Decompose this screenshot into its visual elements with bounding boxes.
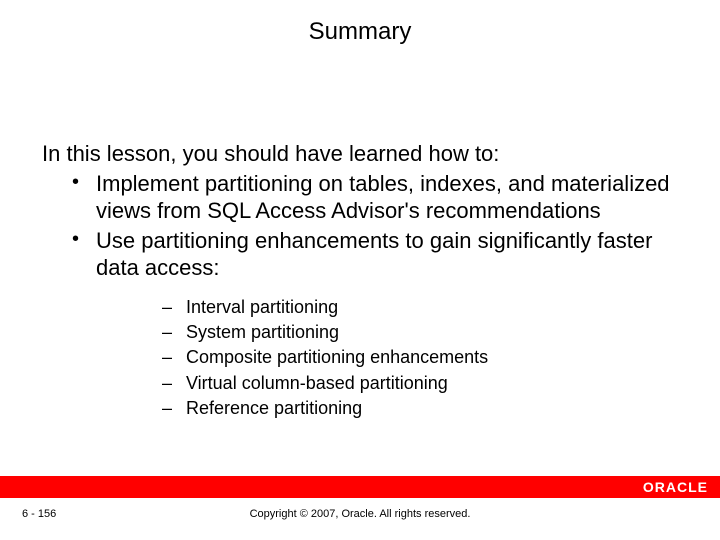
sub-bullet-list: Interval partitioning System partitionin…: [96, 296, 678, 421]
sub-bullet-item: Reference partitioning: [158, 397, 678, 420]
slide-title: Summary: [0, 18, 720, 46]
sub-bullet-item: System partitioning: [158, 321, 678, 344]
slide: Summary In this lesson, you should have …: [0, 0, 720, 540]
intro-text: In this lesson, you should have learned …: [42, 140, 678, 168]
bullet-text: Use partitioning enhancements to gain si…: [96, 228, 652, 281]
sub-bullet-item: Composite partitioning enhancements: [158, 346, 678, 369]
sub-bullet-item: Interval partitioning: [158, 296, 678, 319]
footer-bar: ORACLE: [0, 476, 720, 498]
bullet-item: Use partitioning enhancements to gain si…: [68, 227, 678, 421]
oracle-logo: ORACLE: [643, 479, 708, 495]
bullet-list: Implement partitioning on tables, indexe…: [42, 170, 678, 421]
sub-bullet-item: Virtual column-based partitioning: [158, 372, 678, 395]
copyright-text: Copyright © 2007, Oracle. All rights res…: [0, 508, 720, 520]
body-content: In this lesson, you should have learned …: [42, 140, 678, 422]
bullet-item: Implement partitioning on tables, indexe…: [68, 170, 678, 225]
